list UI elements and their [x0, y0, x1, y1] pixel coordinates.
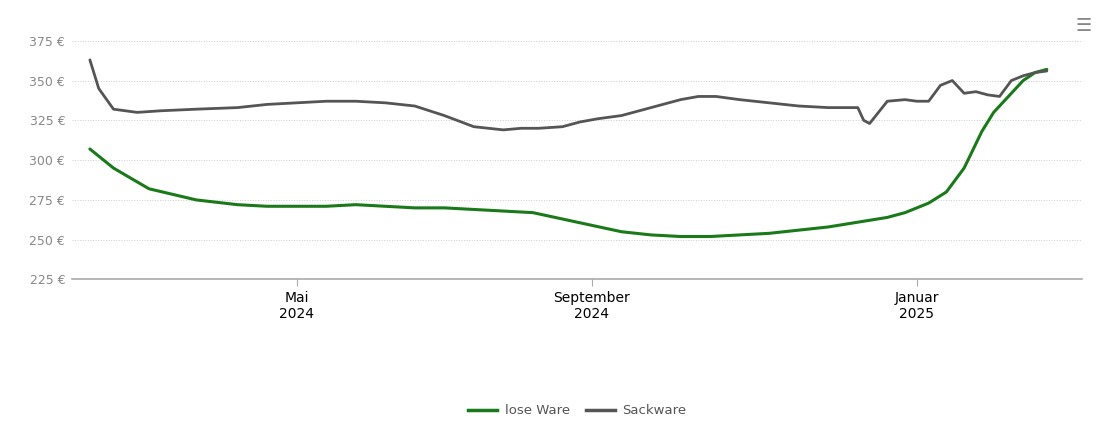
Text: ☰: ☰	[1074, 17, 1091, 35]
Legend: lose Ware, Sackware: lose Ware, Sackware	[463, 399, 692, 422]
